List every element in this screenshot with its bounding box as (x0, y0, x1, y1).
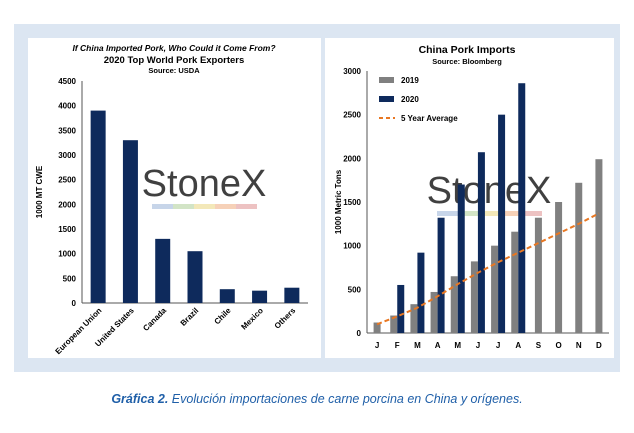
imports-bar-2019 (511, 231, 519, 333)
legend-swatch-2019 (379, 77, 394, 83)
exporters-y-tick-label: 1500 (58, 225, 76, 234)
exporters-bar (90, 110, 106, 303)
exporters-y-tick-label: 4500 (58, 77, 76, 86)
imports-x-tick-label: J (375, 341, 379, 350)
exporters-y-axis-label: 1000 MT CWE (35, 165, 44, 218)
exporters-x-tick-label: Mexico (239, 306, 265, 332)
exporters-x-tick-label: Brazil (179, 306, 201, 328)
exporters-bar (155, 238, 171, 303)
exporters-watermark-stripe (236, 204, 257, 209)
exporters-pretitle: If China Imported Pork, Who Could it Com… (72, 43, 276, 53)
exporters-watermark-stripe (194, 204, 215, 209)
imports-bar-2020 (437, 217, 445, 333)
imports-watermark-stripe (521, 211, 542, 216)
caption-label: Gráfica 2. (111, 392, 169, 406)
imports-x-tick-label: D (596, 341, 602, 350)
imports-title: China Pork Imports (419, 44, 516, 56)
exporters-x-tick-label: Others (273, 306, 298, 331)
imports-x-tick-label: S (536, 341, 542, 350)
exporters-y-tick-label: 2500 (58, 176, 76, 185)
imports-x-tick-label: F (395, 341, 400, 350)
exporters-bar (284, 287, 300, 303)
figure-caption: Gráfica 2. Evolución importaciones de ca… (0, 392, 634, 406)
exporters-y-tick-label: 2000 (58, 200, 76, 209)
imports-y-tick-label: 1500 (343, 198, 361, 207)
imports-bar-2020 (417, 252, 425, 333)
exporters-bar (187, 251, 203, 303)
imports-subtitle: Source: Bloomberg (432, 57, 502, 66)
caption-text: Evolución importaciones de carne porcina… (171, 392, 523, 406)
imports-bar-2020 (518, 83, 526, 333)
imports-bar-2020 (498, 114, 506, 334)
imports-bar-2019 (555, 202, 563, 333)
exporters-y-tick-label: 3000 (58, 151, 76, 160)
exporters-bar (252, 290, 268, 303)
imports-y-tick-label: 0 (357, 329, 362, 338)
legend-label-5yr-average: 5 Year Average (401, 114, 458, 123)
imports-bar-2019 (491, 245, 499, 333)
exporters-y-tick-label: 4000 (58, 102, 76, 111)
imports-watermark-stripe (458, 211, 479, 216)
exporters-subtitle: Source: USDA (148, 66, 200, 75)
legend-label-2020: 2020 (401, 95, 419, 104)
imports-bar-2019 (450, 276, 458, 333)
imports-watermark-stripe (437, 211, 458, 216)
exporters-bar (219, 289, 235, 303)
imports-bar-2019 (534, 217, 542, 333)
figure-panel: If China Imported Pork, Who Could it Com… (14, 24, 620, 372)
exporters-y-tick-label: 500 (63, 274, 77, 283)
imports-x-tick-label: A (435, 341, 441, 350)
exporters-chart-svg: If China Imported Pork, Who Could it Com… (35, 43, 308, 356)
imports-bar-2020 (397, 284, 405, 333)
imports-bar-2019 (470, 261, 478, 333)
imports-x-tick-label: O (555, 341, 561, 350)
imports-chart: China Pork Imports Source: Bloomberg Stone… (325, 38, 614, 358)
imports-bar-2019 (595, 159, 603, 333)
imports-x-tick-label: A (515, 341, 521, 350)
imports-y-axis-label: 1000 Metric Tons (334, 169, 343, 234)
imports-bar-2019 (390, 315, 398, 333)
imports-bar-2019 (410, 304, 418, 333)
imports-watermark-stripe (500, 211, 521, 216)
imports-y-tick-label: 500 (348, 285, 362, 294)
exporters-chart: If China Imported Pork, Who Could it Com… (28, 38, 321, 358)
imports-y-tick-label: 1000 (343, 242, 361, 251)
exporters-watermark-stripe (215, 204, 236, 209)
legend-label-2019: 2019 (401, 76, 419, 85)
imports-x-tick-label: M (454, 341, 461, 350)
exporters-y-tick-label: 3500 (58, 126, 76, 135)
exporters-watermark-stripe (152, 204, 173, 209)
imports-y-tick-label: 3000 (343, 67, 361, 76)
imports-bar-2020 (457, 184, 465, 333)
imports-y-tick-label: 2000 (343, 154, 361, 163)
exporters-bar (122, 140, 138, 303)
imports-watermark-stripe (479, 211, 500, 216)
legend-swatch-2020 (379, 96, 394, 102)
exporters-watermark-stripe (173, 204, 194, 209)
imports-watermark: StoneX (427, 170, 552, 212)
exporters-x-tick-label: European Union (54, 306, 104, 356)
exporters-title: 2020 Top World Pork Exporters (104, 55, 245, 66)
exporters-x-tick-label: Chile (213, 306, 234, 327)
imports-bar-2019 (430, 291, 438, 333)
imports-x-tick-label: N (576, 341, 582, 350)
imports-bar-2019 (373, 322, 381, 333)
imports-x-tick-label: J (476, 341, 480, 350)
imports-bar-2020 (477, 152, 485, 333)
exporters-y-tick-label: 0 (72, 299, 77, 308)
exporters-watermark: StoneX (142, 163, 267, 205)
imports-x-tick-label: M (414, 341, 421, 350)
imports-x-tick-label: J (496, 341, 500, 350)
imports-bar-2019 (575, 182, 583, 333)
imports-y-tick-label: 2500 (343, 111, 361, 120)
exporters-y-tick-label: 1000 (58, 250, 76, 259)
exporters-x-tick-label: Canada (141, 306, 168, 333)
imports-5yr-average-line (376, 212, 600, 326)
